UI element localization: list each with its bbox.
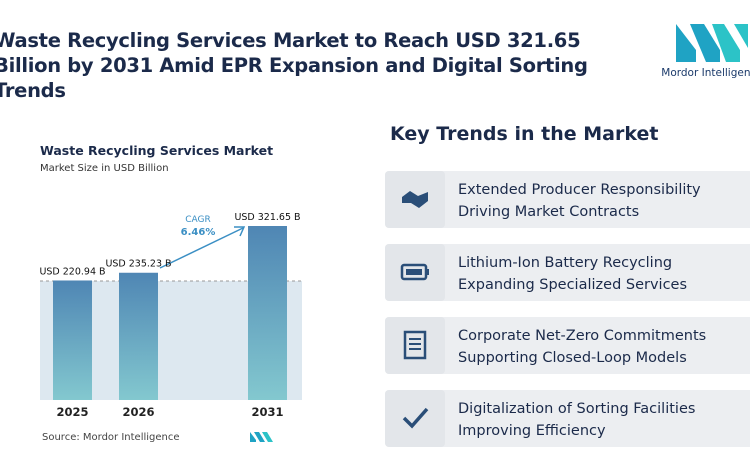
source: Source: Mordor Intelligence [42, 432, 180, 443]
cagr-arrow [159, 227, 244, 269]
logo-text: Mordor Intelligence [661, 67, 750, 79]
trend-text: Improving Efficiency [458, 423, 606, 439]
cagr-label: CAGR [185, 215, 211, 225]
trend-text: Digitalization of Sorting Facilities [458, 401, 695, 417]
value-label: USD 220.94 B [39, 266, 105, 277]
trend-icon [402, 191, 428, 208]
value-label: USD 235.23 B [105, 259, 171, 270]
page-title: Waste Recycling Services Market to Reach… [0, 29, 588, 102]
trend-card [385, 390, 750, 447]
bar [119, 272, 158, 400]
source-logo [250, 432, 273, 442]
trends-title: Key Trends in the Market [390, 123, 658, 145]
trend-text: Supporting Closed-Loop Models [458, 350, 687, 366]
trend-icon [403, 330, 427, 360]
icon-shape [406, 269, 422, 275]
trend-card [385, 171, 750, 228]
x-tick-label: 2025 [56, 405, 88, 419]
icon-shape [403, 330, 427, 360]
trend-icon-box [385, 317, 445, 374]
trend-icon-box [385, 390, 445, 447]
trend-text: Driving Market Contracts [458, 204, 639, 220]
chart-subtitle: Market Size in USD Billion [40, 163, 169, 174]
x-tick-label: 2026 [122, 405, 154, 419]
chart-title: Waste Recycling Services Market [40, 143, 273, 158]
trend-icon [402, 407, 429, 429]
trend-card [385, 244, 750, 301]
icon-shape [402, 191, 428, 208]
bar [248, 226, 287, 400]
icon-shape [426, 269, 429, 275]
logo: Mordor Intelligence [661, 24, 750, 79]
arrow-head [234, 226, 246, 237]
trend-text: Corporate Net-Zero Commitments [458, 328, 706, 344]
bar [53, 280, 92, 400]
value-label: USD 321.65 B [234, 212, 300, 223]
x-tick-label: 2031 [251, 405, 283, 419]
trend-card [385, 317, 750, 374]
cagr-value: 6.46% [181, 227, 216, 238]
trend-text: Lithium-Ion Battery Recycling [458, 255, 672, 271]
trend-text: Expanding Specialized Services [458, 277, 687, 293]
icon-shape [402, 407, 429, 429]
trend-icon [400, 263, 429, 281]
trend-text: Extended Producer Responsibility [458, 182, 701, 198]
